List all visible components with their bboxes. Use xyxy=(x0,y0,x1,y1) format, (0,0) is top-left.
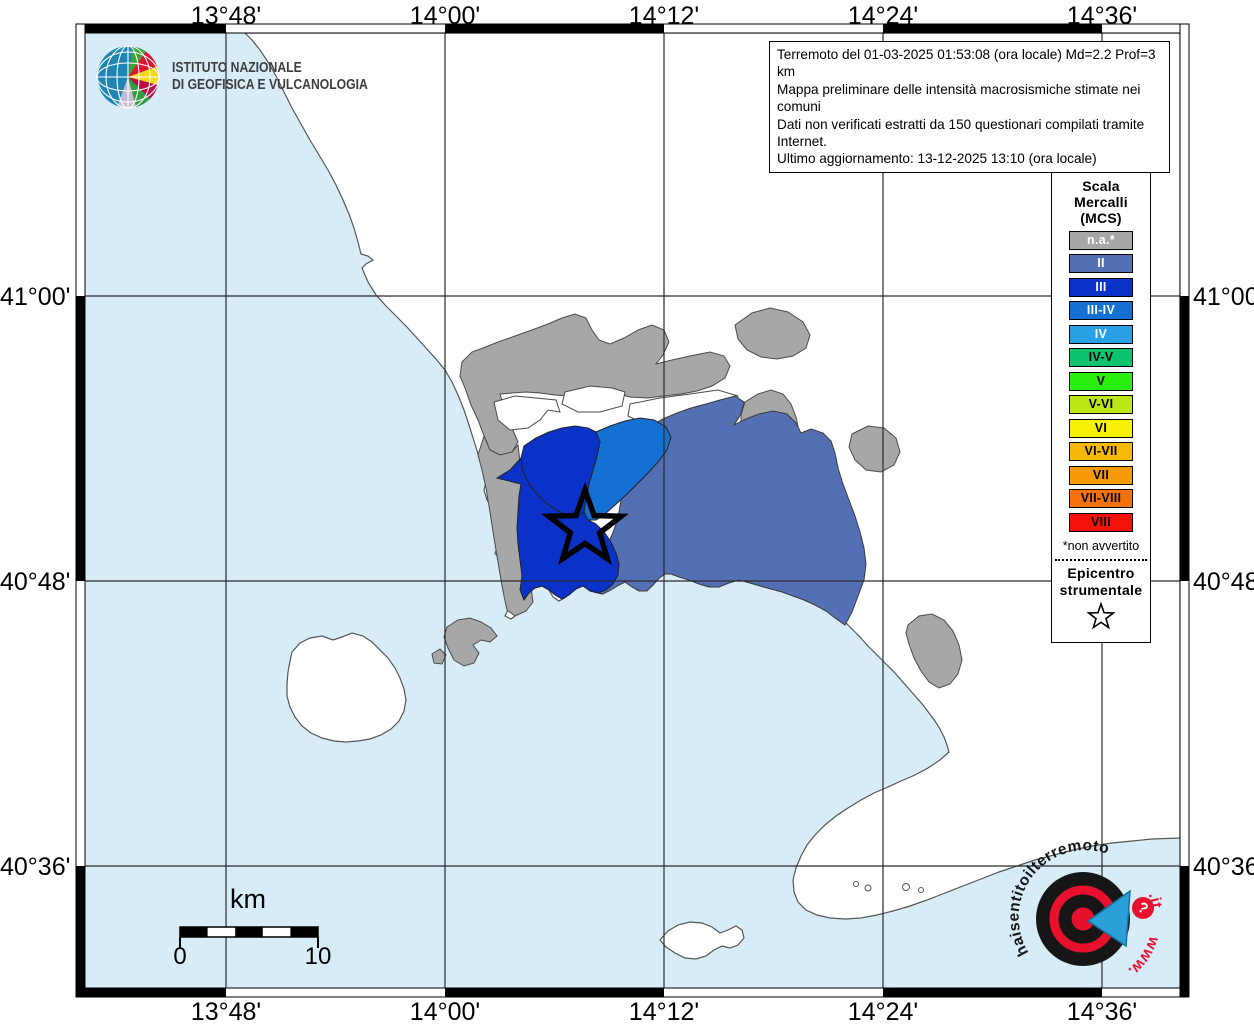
logo-question-circle xyxy=(1132,897,1154,919)
region-na-east-b xyxy=(734,307,811,360)
legend-swatch-v-vi: V-VI xyxy=(1069,395,1133,414)
legend-swatch-vi: VI xyxy=(1069,418,1133,438)
legend-swatch-iii-iv: III-IV xyxy=(1069,301,1133,320)
axis-label-top-3: 14°24' xyxy=(847,2,919,30)
axis-label-bottom-4: 14°36' xyxy=(1066,998,1138,1024)
map-frame xyxy=(75,23,1190,998)
legend-epicenter-star-icon xyxy=(1086,601,1116,629)
info-line-updated: Ultimo aggiornamento: 13-12-2025 13:10 (… xyxy=(777,151,1097,167)
legend-swatch-iv-v: IV-V xyxy=(1069,348,1133,367)
map-interior xyxy=(85,33,1180,988)
legend-swatch-v: V xyxy=(1069,371,1133,391)
axis-label-left-0: 41°00' xyxy=(0,283,71,311)
legend-swatch-vii: VII xyxy=(1069,465,1133,485)
axis-label-bottom-3: 14°24' xyxy=(847,998,919,1024)
legend-swatch-vii-viii: VII-VIII xyxy=(1069,489,1133,508)
legend-swatch-iii: III xyxy=(1069,277,1133,297)
region-white-1 xyxy=(493,395,561,431)
axis-label-bottom-1: 14°00' xyxy=(409,998,481,1024)
logo-text-tld: .it xyxy=(1145,890,1165,910)
epicenter-star-icon xyxy=(541,481,629,566)
island-procida xyxy=(443,617,498,667)
legend-swatch-vi-vii: VI-VII xyxy=(1069,442,1133,461)
legend-swatch-iv: IV xyxy=(1069,324,1133,344)
scale-bar xyxy=(179,926,319,948)
legend-divider xyxy=(1055,558,1147,561)
legend-epicenter-title: Epicentro strumentale xyxy=(1059,564,1143,598)
axis-label-right-1: 40°48' xyxy=(1193,568,1254,596)
axis-label-right-0: 41°00' xyxy=(1193,283,1254,311)
axis-label-top-2: 14°12' xyxy=(628,2,700,30)
region-white-2 xyxy=(561,385,626,413)
island-capri xyxy=(659,921,745,960)
axis-label-bottom-0: 13°48' xyxy=(190,998,262,1024)
earthquake-info-box: Terremoto del 01-03-2025 01:53:08 (ora l… xyxy=(769,41,1170,173)
region-na-east-c xyxy=(848,425,901,473)
info-line-event: Terremoto del 01-03-2025 01:53:08 (ora l… xyxy=(777,47,1156,80)
axis-label-bottom-2: 14°12' xyxy=(628,998,700,1024)
legend-swatch-na: n.a.* xyxy=(1069,230,1133,250)
axis-label-top-0: 13°48' xyxy=(190,2,262,30)
island-ischia xyxy=(286,632,407,743)
svg-text:.it: .it xyxy=(1145,890,1165,910)
legend-swatch-viii: VIII xyxy=(1069,512,1133,532)
ingv-name-line2: DI GEOFISICA E VULCANOLOGIA xyxy=(172,77,368,93)
axis-label-right-2: 40°36' xyxy=(1193,853,1254,881)
islets xyxy=(853,881,924,893)
axis-label-top-4: 14°36' xyxy=(1066,2,1138,30)
legend-box: Scala Mercalli (MCS) n.a.* II III III-IV… xyxy=(1051,172,1151,643)
intensity-region-iii-epicentral xyxy=(495,456,620,602)
info-line-source: Dati non verificati estratti da 150 ques… xyxy=(777,116,1145,150)
island-vivara xyxy=(431,648,447,665)
scale-bar-end: 10 xyxy=(304,943,332,970)
region-na-north xyxy=(459,313,731,456)
region-na-coast-east xyxy=(905,613,963,689)
axis-label-left-2: 40°36' xyxy=(0,853,71,881)
ingv-globe-logo-icon xyxy=(96,45,160,109)
ingv-name-line1: ISTITUTO NAZIONALE xyxy=(172,60,302,76)
legend-title: Scala Mercalli (MCS) xyxy=(1074,178,1128,226)
legend-footnote: *non avvertito xyxy=(1062,538,1140,553)
scale-bar-start: 0 xyxy=(173,943,187,970)
info-line-maptype: Mappa preliminare delle intensità macros… xyxy=(777,81,1141,115)
legend-swatch-ii: II xyxy=(1069,254,1133,273)
axis-label-top-1: 14°00' xyxy=(409,2,481,30)
ingv-logo-text: ISTITUTO NAZIONALE DI GEOFISICA E VULCAN… xyxy=(172,60,368,94)
scale-bar-unit: km xyxy=(230,884,266,914)
logo-megaphone-icon xyxy=(1086,889,1131,948)
axis-label-left-1: 40°48' xyxy=(0,568,71,596)
